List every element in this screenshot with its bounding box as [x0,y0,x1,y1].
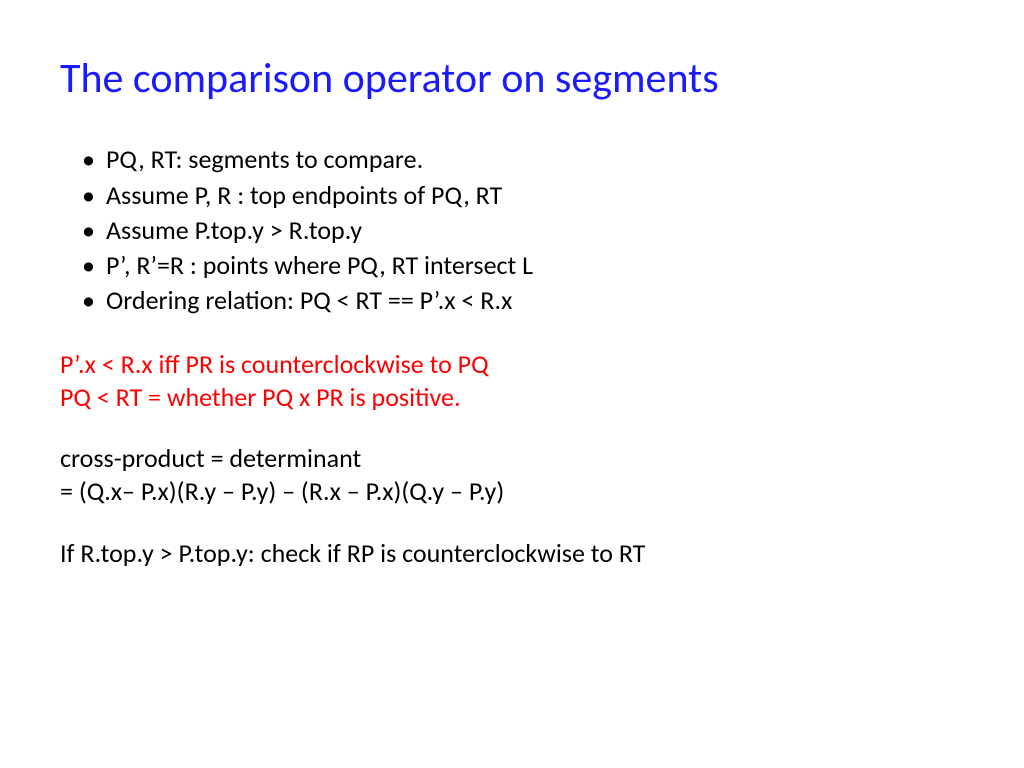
slide-body: PQ, RT: segments to compare. Assume P, R… [60,143,964,570]
list-item: PQ, RT: segments to compare. [106,143,964,178]
body-line: If R.top.y > P.top.y: check if RP is cou… [60,537,964,570]
spacer [60,509,964,537]
list-item: Ordering relation: PQ < RT == P’.x < R.x [106,284,964,319]
list-item: Assume P.top.y > R.top.y [106,214,964,249]
list-item: Assume P, R : top endpoints of PQ, RT [106,179,964,214]
list-item: P’, R’=R : points where PQ, RT intersect… [106,249,964,284]
body-line: cross-product = determinant [60,442,964,475]
slide-title: The comparison operator on segments [60,55,964,103]
bullet-list: PQ, RT: segments to compare. Assume P, R… [60,143,964,319]
slide: The comparison operator on segments PQ, … [0,0,1024,768]
emphasis-line: P’.x < R.x iff PR is counterclockwise to… [60,348,964,381]
spacer [60,414,964,442]
emphasis-line: PQ < RT = whether PQ x PR is positive. [60,381,964,414]
body-line: = (Q.x– P.x)(R.y – P.y) – (R.x – P.x)(Q.… [60,475,964,508]
